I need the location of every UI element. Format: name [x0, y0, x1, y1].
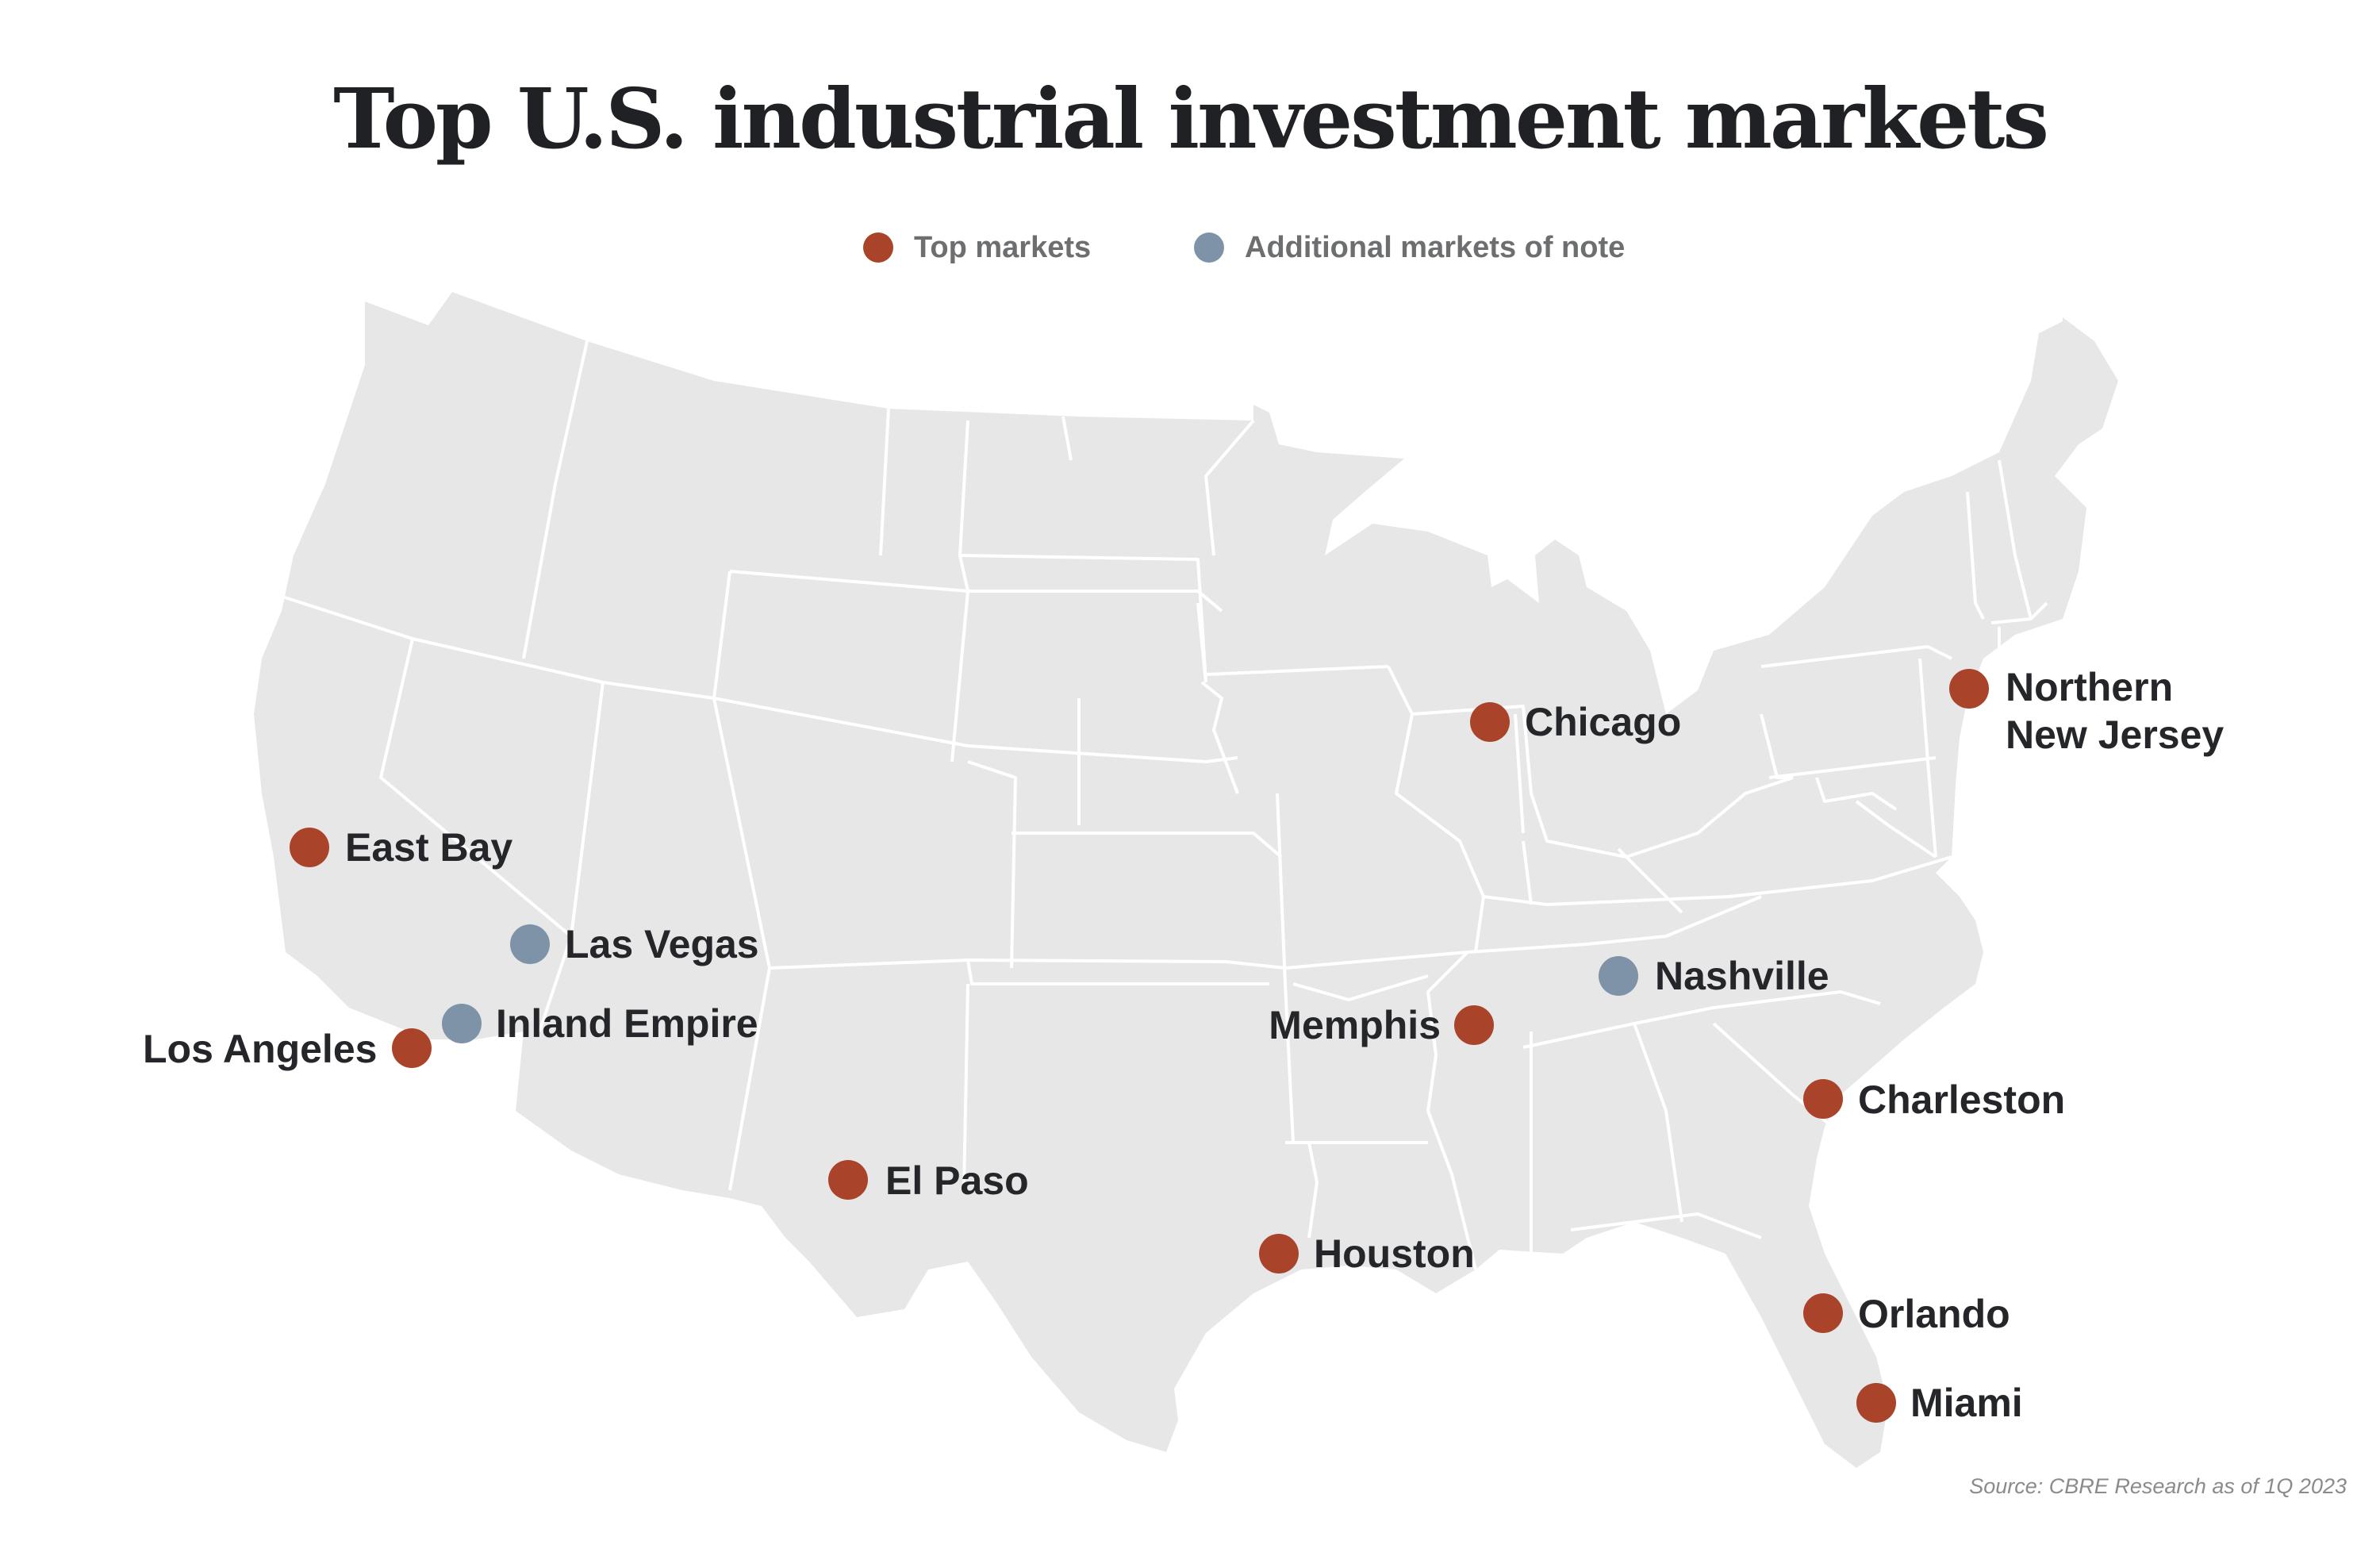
map-title: Top U.S. industrial investment markets	[333, 70, 2049, 167]
legend-additional-label: Additional markets of note	[1245, 230, 1626, 264]
legend-additional-marker	[1194, 232, 1224, 263]
marker-miami	[1856, 1383, 1896, 1423]
legend-top-markets: Top markets	[863, 224, 1091, 271]
legend-top-label: Top markets	[914, 230, 1092, 264]
label-las-vegas: Las Vegas	[565, 922, 759, 966]
marker-charleston	[1803, 1079, 1843, 1119]
state-borders	[277, 340, 2048, 1270]
label-el-paso: El Paso	[885, 1158, 1029, 1203]
label-orlando: Orlando	[1858, 1292, 2010, 1336]
marker-northern-new-jersey	[1949, 669, 1989, 709]
label-chicago: Chicago	[1525, 700, 1682, 744]
legend-additional-markets: Additional markets of note	[1194, 224, 1625, 271]
label-nashville: Nashville	[1655, 954, 1829, 998]
us-land	[254, 292, 2118, 1468]
marker-los-angeles	[392, 1028, 432, 1068]
label-los-angeles: Los Angeles	[143, 1027, 378, 1071]
label-miami: Miami	[1910, 1381, 2023, 1425]
label-northern-new-jersey: Northern New Jersey	[2006, 663, 2224, 759]
legend-top-marker	[863, 232, 893, 263]
marker-nashville	[1599, 956, 1638, 996]
label-inland-empire: Inland Empire	[496, 1001, 758, 1046]
marker-orlando	[1803, 1293, 1843, 1333]
market-markers	[290, 669, 1989, 1423]
label-east-bay: East Bay	[345, 825, 513, 870]
source-note: Source: CBRE Research as of 1Q 2023	[1969, 1474, 2347, 1498]
marker-el-paso	[828, 1160, 868, 1200]
label-houston: Houston	[1314, 1231, 1475, 1276]
marker-houston	[1259, 1234, 1299, 1273]
label-charleston: Charleston	[1858, 1078, 2066, 1122]
marker-east-bay	[290, 828, 329, 867]
marker-memphis	[1454, 1005, 1494, 1045]
marker-chicago	[1470, 702, 1510, 742]
marker-inland-empire	[442, 1004, 482, 1043]
label-northern-new-jersey-line1: Northern	[2006, 665, 2174, 709]
label-memphis: Memphis	[1269, 1003, 1441, 1047]
label-northern-new-jersey-line2: New Jersey	[2006, 713, 2225, 757]
marker-las-vegas	[510, 924, 550, 964]
